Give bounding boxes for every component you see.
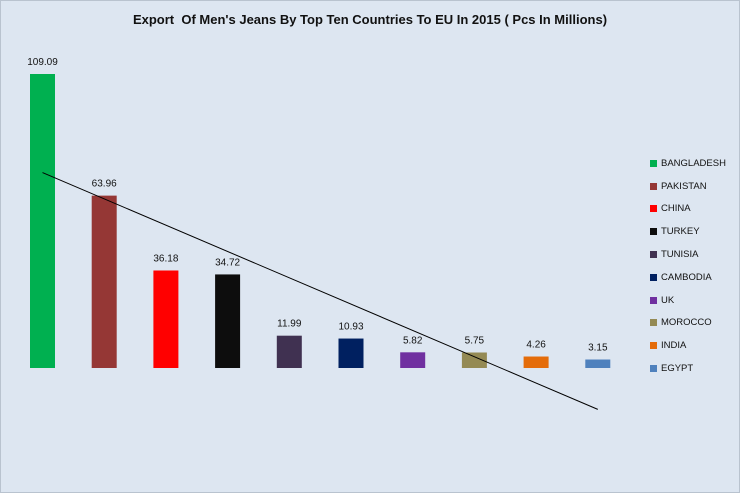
bar-bangladesh: [30, 74, 55, 368]
data-label-tunisia: 11.99: [277, 319, 302, 330]
legend-label: BANGLADESH: [661, 157, 726, 169]
legend-label: TURKEY: [661, 226, 700, 238]
legend-label: CAMBODIA: [661, 271, 712, 283]
bar-egypt: [585, 359, 611, 368]
legend-item-turkey: TURKEY: [650, 220, 740, 243]
legend-swatch: [650, 342, 657, 350]
legend-item-bangladesh: BANGLADESH: [650, 152, 740, 175]
legend-swatch: [650, 182, 657, 190]
legend-item-pakistan: PAKISTAN: [650, 175, 740, 198]
bar-turkey: [215, 274, 241, 368]
legend-swatch: [650, 365, 657, 373]
legend-label: PAKISTAN: [661, 180, 707, 192]
data-label-pakistan: 63.96: [92, 179, 117, 190]
legend-item-tunisia: TUNISIA: [650, 243, 740, 266]
data-label-uk: 5.82: [403, 335, 423, 346]
bar-morocco: [461, 352, 487, 368]
legend-swatch: [650, 205, 657, 213]
legend-label: CHINA: [661, 203, 691, 215]
legend-item-uk: UK: [650, 289, 740, 312]
legend-swatch: [650, 319, 657, 327]
bar-pakistan: [91, 195, 117, 368]
data-label-china: 36.18: [153, 253, 178, 264]
legend-label: EGYPT: [661, 363, 694, 375]
bars-group: [30, 74, 611, 368]
bar-cambodia: [338, 338, 364, 368]
legend-swatch: [650, 159, 657, 167]
trendline: [42, 172, 598, 410]
data-label-turkey: 34.72: [215, 257, 240, 268]
legend-label: UK: [661, 294, 675, 306]
bar-india: [523, 356, 549, 368]
bar-uk: [400, 352, 426, 368]
legend: BANGLADESH PAKISTAN CHINA TURKEY TUNISIA CAMB…: [650, 152, 740, 380]
data-label-bangladesh: 109.09: [27, 57, 58, 68]
legend-item-morocco: MOROCCO: [650, 312, 740, 335]
legend-item-china: CHINA: [650, 198, 740, 221]
legend-swatch: [650, 273, 657, 281]
legend-item-cambodia: CAMBODIA: [650, 266, 740, 289]
legend-item-india: INDIA: [650, 334, 740, 357]
data-label-cambodia: 10.93: [338, 322, 363, 333]
legend-swatch: [650, 296, 657, 304]
data-labels-group: 109.09 63.96 36.18 34.72 11.99 10.93 5.82 5.75 4…: [27, 57, 608, 354]
legend-label: INDIA: [661, 340, 687, 352]
legend-label: TUNISIA: [661, 249, 699, 261]
legend-label: MOROCCO: [661, 317, 712, 329]
legend-item-egypt: EGYPT: [650, 357, 740, 380]
data-label-morocco: 5.75: [465, 336, 485, 347]
chart-title: Export Of Men's Jeans By Top Ten Countri…: [132, 12, 608, 27]
bar-tunisia: [276, 335, 302, 368]
bar-china: [153, 270, 179, 368]
data-label-india: 4.26: [526, 340, 546, 351]
data-label-egypt: 3.15: [588, 343, 608, 354]
legend-swatch: [650, 251, 657, 259]
legend-swatch: [650, 228, 657, 236]
